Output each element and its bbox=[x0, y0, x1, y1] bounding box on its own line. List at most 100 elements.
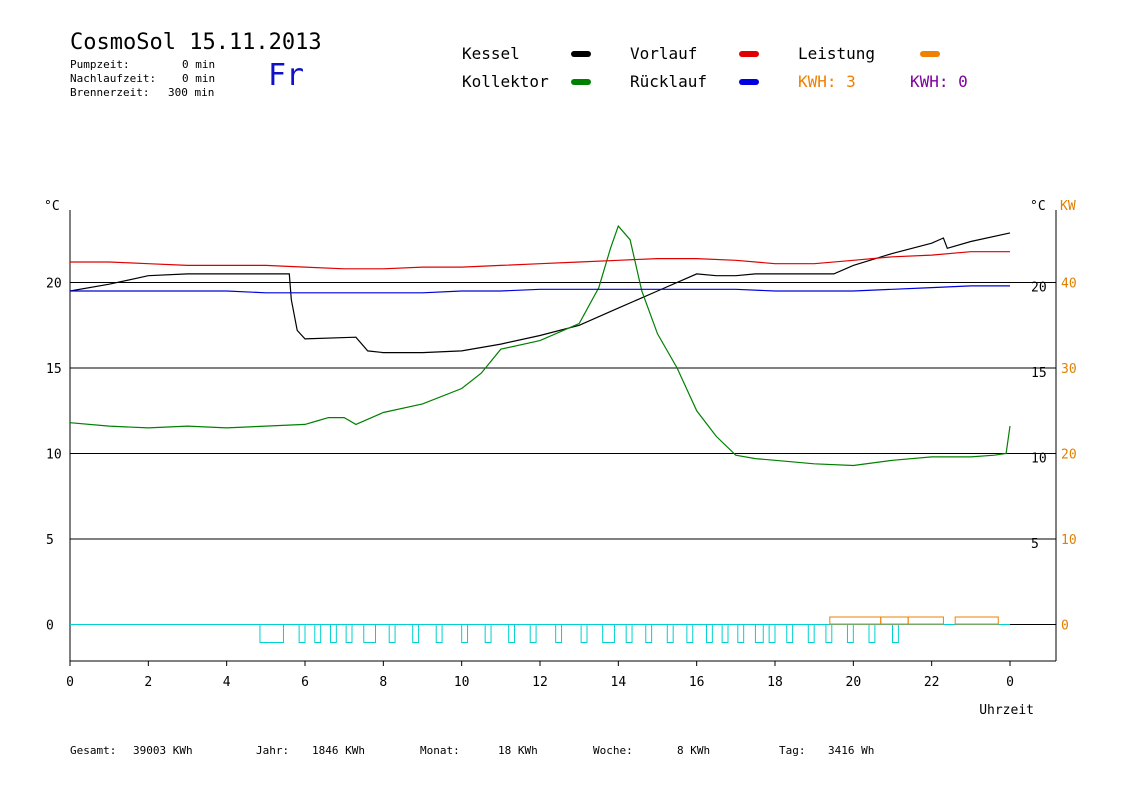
footer-woche-value: 8 KWh bbox=[677, 744, 711, 757]
y-tick-label: 10 bbox=[46, 448, 62, 463]
pump-pulse bbox=[892, 624, 899, 643]
x-tick-label: 20 bbox=[846, 675, 862, 690]
legend-kollektor-label: Kollektor bbox=[462, 72, 549, 91]
legend-kessel-swatch bbox=[571, 51, 591, 57]
leistung-block bbox=[954, 616, 999, 625]
x-tick-label: 0 bbox=[1006, 675, 1014, 690]
pump-pulse bbox=[602, 624, 615, 643]
x-tick-label: 18 bbox=[767, 675, 783, 690]
legend-kwh1: KWH: 3 bbox=[798, 72, 856, 91]
legend-ruecklauf-label: Rücklauf bbox=[630, 72, 708, 91]
pump-pulse bbox=[868, 624, 876, 643]
footer-tag-value: 3416 Wh bbox=[828, 744, 875, 757]
y2-tick-label: 10 bbox=[1061, 533, 1077, 548]
footer-gesamt-label: Gesamt: bbox=[70, 744, 117, 757]
pump-pulse bbox=[329, 624, 337, 643]
brenner-label: Brennerzeit: bbox=[70, 86, 150, 99]
legend-vorlauf-swatch bbox=[739, 51, 759, 57]
footer-monat-label: Monat: bbox=[420, 744, 460, 757]
leistung-block bbox=[829, 616, 882, 625]
pump-pulse bbox=[461, 624, 469, 643]
legend-vorlauf-label: Vorlauf bbox=[630, 44, 698, 63]
pump-pulse bbox=[807, 624, 815, 643]
pump-label: Pumpzeit: bbox=[70, 58, 130, 71]
pump-pulse bbox=[484, 624, 492, 643]
pump-pulse bbox=[314, 624, 322, 643]
legend-leistung-swatch bbox=[920, 51, 940, 57]
x-tick-label: 4 bbox=[223, 675, 231, 690]
pump-pulse bbox=[754, 624, 764, 643]
pump-pulse bbox=[625, 624, 633, 643]
pump-pulse bbox=[345, 624, 353, 643]
legend-kollektor-swatch bbox=[571, 79, 591, 85]
pump-pulse bbox=[705, 624, 713, 643]
pump-pulse bbox=[825, 624, 833, 643]
legend-ruecklauf-swatch bbox=[739, 79, 759, 85]
x-tick-label: 8 bbox=[379, 675, 387, 690]
pump-pulse bbox=[686, 624, 694, 643]
pump-pulse bbox=[645, 624, 653, 643]
pump-pulse bbox=[508, 624, 516, 643]
series-line-ruecklauf bbox=[70, 285, 1010, 294]
pump-pulse bbox=[388, 624, 396, 643]
y-right-tick-label: 10 bbox=[1031, 452, 1047, 467]
pump-pulse bbox=[768, 624, 776, 643]
brenner-value: 300 min bbox=[168, 86, 215, 99]
x-tick-label: 6 bbox=[301, 675, 309, 690]
footer-monat-value: 18 KWh bbox=[498, 744, 538, 757]
nachlauf-value: 0 min bbox=[182, 72, 216, 85]
pump-pulse bbox=[298, 624, 306, 643]
series-line-kessel bbox=[69, 232, 1011, 354]
y-tick-label: 15 bbox=[46, 362, 62, 377]
x-tick-label: 10 bbox=[454, 675, 470, 690]
x-tick-label: 12 bbox=[532, 675, 548, 690]
series-line-vorlauf bbox=[70, 251, 1010, 270]
footer-gesamt-value: 39003 KWh bbox=[133, 744, 193, 757]
x-tick-label: 16 bbox=[689, 675, 705, 690]
pump-pulse bbox=[580, 624, 588, 643]
legend-kwh2: KWH: 0 bbox=[910, 72, 968, 91]
x-tick-label: 14 bbox=[611, 675, 627, 690]
pump-pulse bbox=[846, 624, 854, 643]
y-tick-label: 5 bbox=[46, 533, 54, 548]
nachlauf-label: Nachlaufzeit: bbox=[70, 72, 157, 85]
y-right-tick-label: 20 bbox=[1031, 281, 1047, 296]
pump-pulse bbox=[435, 624, 443, 643]
footer-jahr-label: Jahr: bbox=[256, 744, 290, 757]
pump-pulse bbox=[412, 624, 420, 643]
footer-jahr-value: 1846 KWh bbox=[312, 744, 365, 757]
x-tick-label: 2 bbox=[144, 675, 152, 690]
pump-pulse bbox=[529, 624, 537, 643]
pump-pulse bbox=[666, 624, 674, 643]
y-tick-label: 0 bbox=[46, 619, 54, 634]
x-tick-label: 22 bbox=[924, 675, 940, 690]
y-right-tick-label: 5 bbox=[1031, 537, 1039, 552]
pump-pulse bbox=[555, 624, 563, 643]
weekday-label: Fr bbox=[268, 58, 305, 93]
pump-pulse bbox=[786, 624, 794, 643]
leistung-block bbox=[880, 616, 909, 625]
pump-pulse bbox=[363, 624, 376, 643]
pump-pulse bbox=[737, 624, 745, 643]
y2-tick-label: 30 bbox=[1061, 362, 1077, 377]
leistung-block bbox=[907, 616, 944, 625]
legend-kessel-label: Kessel bbox=[462, 44, 520, 63]
pump-value: 0 min bbox=[182, 58, 216, 71]
footer-woche-label: Woche: bbox=[593, 744, 633, 757]
y-unit-right: °C bbox=[1030, 199, 1046, 214]
pump-pulse bbox=[259, 624, 284, 643]
y-tick-label: 20 bbox=[46, 277, 62, 292]
x-axis-label: Uhrzeit bbox=[979, 703, 1034, 718]
y-unit-left: °C bbox=[44, 199, 60, 214]
legend-leistung-label: Leistung bbox=[798, 44, 876, 63]
y-right-tick-label: 15 bbox=[1031, 366, 1047, 381]
series-line-kollektor bbox=[69, 224, 1011, 467]
y2-tick-label: 20 bbox=[1061, 448, 1077, 463]
y2-unit: KW bbox=[1060, 199, 1076, 214]
x-tick-label: 0 bbox=[66, 675, 74, 690]
pump-pulse bbox=[721, 624, 729, 643]
y2-tick-label: 0 bbox=[1061, 619, 1069, 634]
footer-tag-label: Tag: bbox=[779, 744, 806, 757]
y2-tick-label: 40 bbox=[1061, 277, 1077, 292]
